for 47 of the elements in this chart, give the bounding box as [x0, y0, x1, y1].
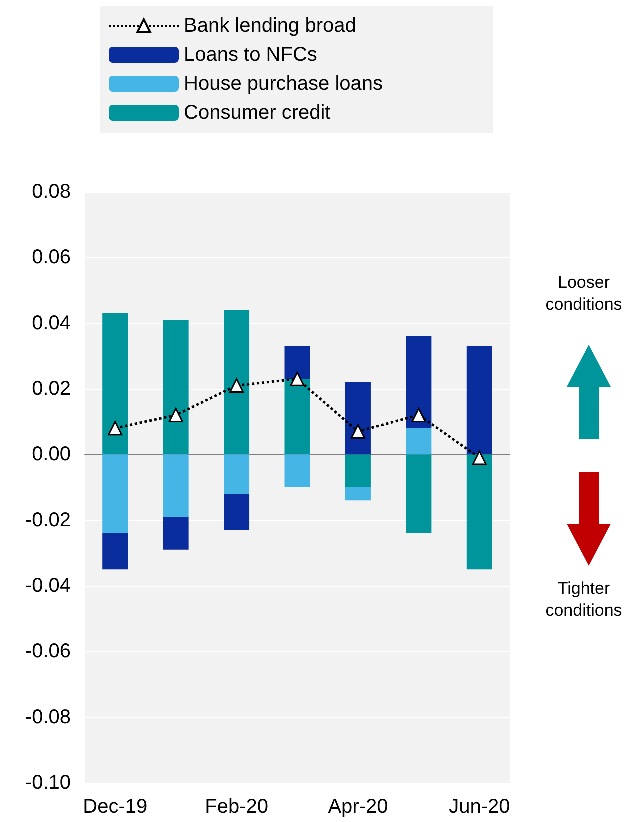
bar [224, 310, 250, 455]
point [350, 424, 366, 439]
text: Tighter conditions [544, 578, 624, 622]
x-tick-label: Feb-20 [205, 796, 268, 818]
bar [284, 454, 310, 488]
bar [284, 346, 310, 380]
y-tick-label: 0.04 [32, 312, 71, 334]
text: Looser conditions [544, 272, 624, 316]
bar [345, 454, 371, 488]
legend-label: Bank lending broad [184, 15, 356, 37]
point [108, 421, 123, 436]
bar [163, 320, 189, 455]
legend-label: Consumer credit [184, 102, 332, 124]
y-tick-label: -0.10 [25, 772, 71, 794]
point [472, 450, 487, 466]
bar [284, 379, 310, 455]
x-tick-label: Apr-20 [328, 796, 388, 818]
bar [102, 454, 128, 534]
point [168, 408, 184, 423]
y-tick-label: -0.02 [25, 509, 71, 532]
legend-label: House purchase loans [184, 73, 384, 95]
bar [102, 313, 128, 455]
bar [406, 454, 432, 534]
legend-label: Loans to NFCs [184, 44, 318, 66]
point [230, 378, 244, 393]
bar [466, 454, 492, 570]
bar [466, 346, 492, 455]
bar [163, 454, 189, 518]
point [290, 372, 305, 386]
y-tick-label: 0.08 [32, 181, 71, 203]
bar [345, 488, 371, 501]
bar [224, 454, 250, 494]
bar [406, 428, 432, 455]
y-tick-label: -0.06 [25, 640, 71, 663]
y-tick-label: 0.00 [32, 444, 71, 466]
y-tick-label: -0.08 [25, 706, 71, 728]
bar [345, 382, 371, 455]
bar [163, 517, 189, 550]
x-tick-label: Dec-19 [83, 796, 148, 818]
y-tick-label: 0.06 [32, 246, 71, 269]
bar [224, 494, 250, 530]
x-tick-label: Jun-20 [449, 796, 510, 818]
bar [406, 336, 432, 428]
y-tick-label: 0.02 [32, 378, 71, 400]
y-tick-label: -0.04 [25, 575, 71, 597]
point [412, 408, 426, 423]
bar [102, 533, 128, 570]
